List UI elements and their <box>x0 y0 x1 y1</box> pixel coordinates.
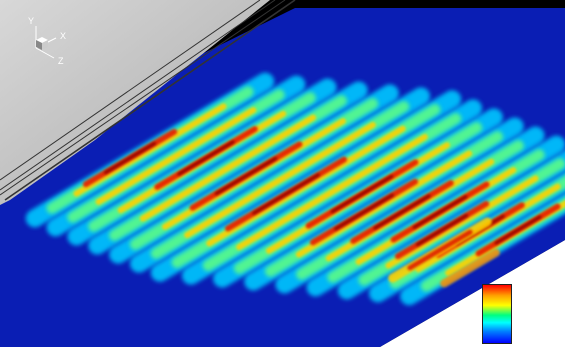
legend-tick-4: 0.001 <box>517 328 547 343</box>
x-axis-label: X <box>60 31 66 41</box>
cube-left-icon <box>36 40 42 50</box>
contour-streak <box>206 125 406 247</box>
axes-triad: Y X Z <box>28 16 66 66</box>
streak-layer <box>25 72 565 306</box>
contour-streak <box>412 195 468 229</box>
wall-edge-line <box>0 0 286 196</box>
contour-streak <box>385 175 539 269</box>
contour-streak <box>73 103 227 197</box>
wall-edge-line <box>4 0 296 201</box>
legend-title: St <box>535 262 546 277</box>
contour-streak <box>330 174 394 214</box>
contour-streak <box>236 133 428 251</box>
contour-streak <box>177 140 235 176</box>
contour-streak <box>373 194 431 230</box>
contour-streak <box>103 141 157 175</box>
wall-edge-line <box>0 0 276 191</box>
legend-tick-2: 0.005 <box>517 298 547 313</box>
contour-streak <box>295 150 473 258</box>
contour-streak <box>440 248 500 288</box>
z-axis-line <box>35 47 55 59</box>
contour-streak <box>95 107 257 205</box>
cube-right-icon <box>42 40 48 50</box>
contour-streak <box>494 215 542 245</box>
wall-edge-line <box>0 0 261 181</box>
contour-streak <box>407 229 473 271</box>
legend-tick-3: 0.003 <box>517 313 547 328</box>
contour-streak <box>214 156 278 196</box>
legend-colorbar <box>482 284 512 344</box>
contour-streak <box>184 121 376 239</box>
contour-streak <box>415 213 469 247</box>
contour-streak <box>139 114 317 222</box>
contour-streak <box>252 173 320 215</box>
legend-tick-1: 0.007 <box>517 283 547 298</box>
z-axis-label: Z <box>58 56 64 66</box>
contour-streak <box>334 193 394 231</box>
wall-edge-lines <box>0 0 296 201</box>
y-axis-label: Y <box>28 16 34 26</box>
color-legend: St 0.007 0.005 0.003 0.001 <box>480 262 562 346</box>
